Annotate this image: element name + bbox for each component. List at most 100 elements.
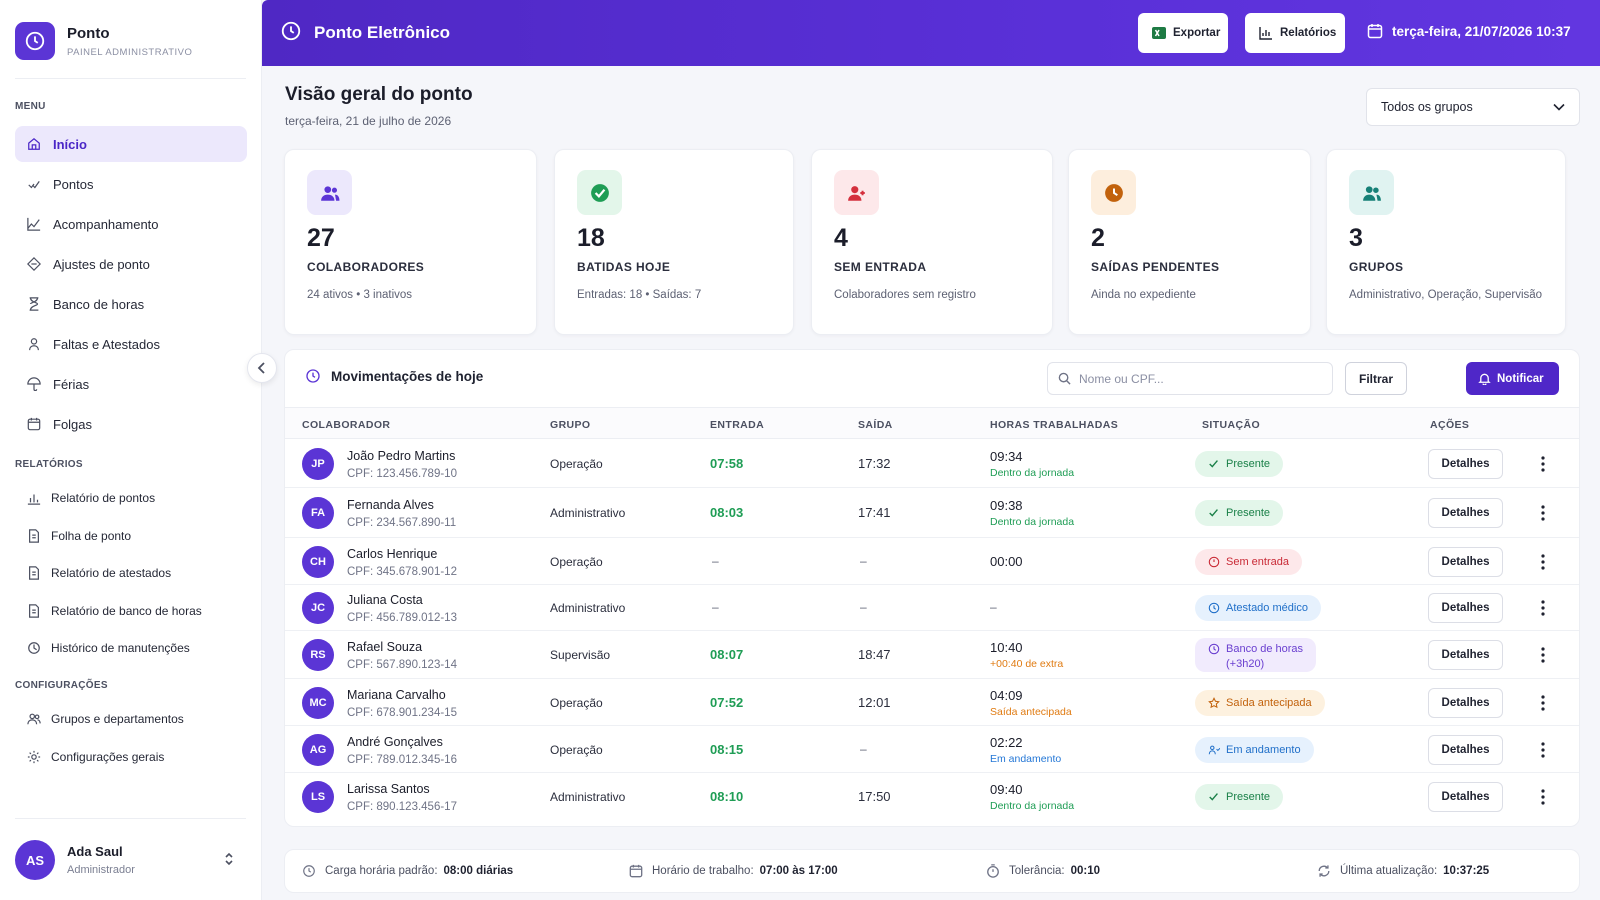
hours-cell: 00:00 — [990, 554, 1023, 569]
table-row[interactable]: RS Rafael Souza CPF: 567.890.123-14 Supe… — [285, 631, 1579, 679]
details-button[interactable]: Detalhes — [1428, 593, 1503, 623]
clock-icon — [303, 865, 315, 877]
details-button[interactable]: Detalhes — [1428, 498, 1503, 528]
search-input[interactable]: Nome ou CPF... — [1047, 362, 1333, 395]
sidebar-item-folha-de-ponto[interactable]: Folha de ponto — [15, 518, 247, 554]
hourglass-icon — [27, 297, 41, 311]
exit-time: 17:32 — [858, 455, 891, 471]
hours-note: Saída antecipada — [990, 705, 1072, 718]
status-badge: Em andamento — [1195, 736, 1314, 763]
stat-card-grupos: 3 GRUPOS Administrativo, Operação, Super… — [1326, 149, 1566, 335]
hours-worked: 00:00 — [990, 553, 1023, 569]
more-vertical-icon[interactable] — [1535, 740, 1551, 760]
sidebar-item-acompanhamento[interactable]: Acompanhamento — [15, 206, 247, 242]
user-alert-icon — [834, 170, 879, 215]
filter-button[interactable]: Filtrar — [1345, 362, 1407, 395]
details-button[interactable]: Detalhes — [1428, 448, 1503, 479]
group-select[interactable]: Todos os grupos — [1366, 88, 1580, 126]
sidebar-item-pontos[interactable]: Pontos — [15, 166, 247, 202]
employee-name: Juliana Costa — [347, 593, 423, 607]
hours-worked: 04:09 — [990, 687, 1023, 703]
hours-note: Dentro da jornada — [990, 800, 1075, 812]
table-row[interactable]: MC Mariana Carvalho CPF: 678.901.234-15 … — [285, 679, 1579, 726]
sidebar-item-grupos-e-departamentos[interactable]: Grupos e departamentos — [15, 701, 247, 737]
table-row[interactable]: CH Carlos Henrique CPF: 345.678.901-12 O… — [285, 538, 1579, 585]
clock-icon — [280, 20, 302, 45]
chevron-updown-icon[interactable] — [223, 852, 235, 869]
sidebar-item-label: Relatório de banco de horas — [51, 603, 202, 618]
group-cell: Administrativo — [550, 506, 626, 520]
table-row[interactable]: JP João Pedro Martins CPF: 123.456.789-1… — [285, 439, 1579, 488]
bar-chart-icon — [27, 491, 41, 505]
status-text: Em andamento — [1226, 743, 1301, 756]
reports-button[interactable]: Relatórios — [1245, 13, 1345, 53]
users-icon — [27, 712, 41, 726]
more-vertical-icon[interactable] — [1535, 787, 1551, 807]
sidebar-item-label: Acompanhamento — [53, 216, 159, 232]
brand-name: Ponto — [67, 24, 110, 42]
sidebar-item-ferias[interactable]: Férias — [15, 366, 247, 402]
entry-time: – — [712, 553, 719, 568]
more-vertical-icon[interactable] — [1535, 598, 1551, 618]
sidebar-item-folgas[interactable]: Folgas — [15, 406, 247, 442]
chevron-down-icon — [1553, 103, 1565, 111]
employee-cpf: CPF: 123.456.789-10 — [347, 467, 457, 480]
sidebar-item-inicio[interactable]: Início — [15, 126, 247, 162]
hours-worked: 09:34 — [990, 448, 1023, 464]
employee-cpf: CPF: 890.123.456-17 — [347, 801, 457, 813]
collapse-sidebar-button[interactable] — [247, 353, 277, 383]
workload-label: Carga horária padrão: — [325, 865, 438, 877]
status-text: Saída antecipada — [1226, 696, 1312, 709]
stat-description: 24 ativos • 3 inativos — [307, 289, 413, 301]
column-header: SAÍDA — [858, 419, 893, 431]
more-vertical-icon[interactable] — [1535, 693, 1551, 713]
details-button[interactable]: Detalhes — [1428, 782, 1503, 812]
table-row[interactable]: FA Fernanda Alves CPF: 234.567.890-11 Ad… — [285, 488, 1579, 538]
table-row[interactable]: AG André Gonçalves CPF: 789.012.345-16 O… — [285, 726, 1579, 773]
notify-button[interactable]: Notificar — [1466, 362, 1559, 395]
sidebar-item-ajustes-de-ponto[interactable]: Ajustes de ponto — [15, 246, 247, 282]
details-button[interactable]: Detalhes — [1428, 734, 1503, 765]
stat-card-sem-entrada: 4 SEM ENTRADA Colaboradores sem registro — [811, 149, 1053, 335]
exit-time: – — [860, 600, 867, 614]
table-row[interactable]: JC Juliana Costa CPF: 456.789.012-13 Adm… — [285, 585, 1579, 631]
page-title: Visão geral do ponto — [285, 84, 473, 105]
document-icon — [27, 528, 41, 543]
sidebar-item-relatorio-de-pontos[interactable]: Relatório de pontos — [15, 480, 247, 516]
search-icon — [1058, 372, 1071, 385]
updated-label: Última atualização: — [1340, 865, 1438, 877]
section-label-menu: MENU — [15, 101, 46, 112]
table-row[interactable]: LS Larissa Santos CPF: 890.123.456-17 Ad… — [285, 773, 1579, 821]
more-vertical-icon[interactable] — [1535, 454, 1551, 474]
user-role: Administrador — [67, 864, 135, 876]
sidebar-item-banco-de-horas[interactable]: Banco de horas — [15, 286, 247, 322]
exit-time: – — [860, 741, 867, 756]
avatar: CH — [302, 545, 334, 578]
details-button[interactable]: Detalhes — [1428, 546, 1503, 577]
hours-note: Dentro da jornada — [990, 516, 1075, 528]
check-icon — [1208, 458, 1220, 470]
exit-time: – — [860, 553, 867, 568]
page-subtitle: terça-feira, 21 de julho de 2026 — [285, 114, 452, 128]
details-button[interactable]: Detalhes — [1428, 687, 1503, 718]
sidebar-item-historico-de-manutencoes[interactable]: Histórico de manutenções — [15, 630, 247, 666]
more-vertical-icon[interactable] — [1535, 503, 1551, 523]
entry-time: 08:03 — [710, 505, 744, 520]
more-vertical-icon[interactable] — [1535, 552, 1551, 572]
more-vertical-icon[interactable] — [1535, 645, 1551, 665]
stat-description: Ainda no expediente — [1091, 289, 1196, 301]
status-badge: Presente — [1195, 450, 1284, 477]
sidebar-item-relatorio-de-atestados[interactable]: Relatório de atestados — [15, 555, 247, 591]
sidebar-item-relatorio-de-banco-de-horas[interactable]: Relatório de banco de horas — [15, 593, 247, 629]
search-placeholder: Nome ou CPF... — [1079, 371, 1164, 386]
check-icon — [1208, 791, 1220, 803]
avatar: LS — [302, 781, 334, 813]
sidebar-item-label: Férias — [53, 376, 90, 392]
employee-name: Mariana Carvalho — [347, 687, 446, 702]
details-button[interactable]: Detalhes — [1428, 640, 1503, 670]
sidebar-item-faltas-e-atestados[interactable]: Faltas e Atestados — [15, 326, 247, 362]
sidebar-item-configuracoes-gerais[interactable]: Configurações gerais — [15, 739, 247, 775]
clock-icon — [306, 369, 320, 383]
user-menu[interactable]: AS Ada Saul Administrador — [15, 840, 235, 880]
export-button[interactable]: Exportar — [1138, 13, 1228, 53]
